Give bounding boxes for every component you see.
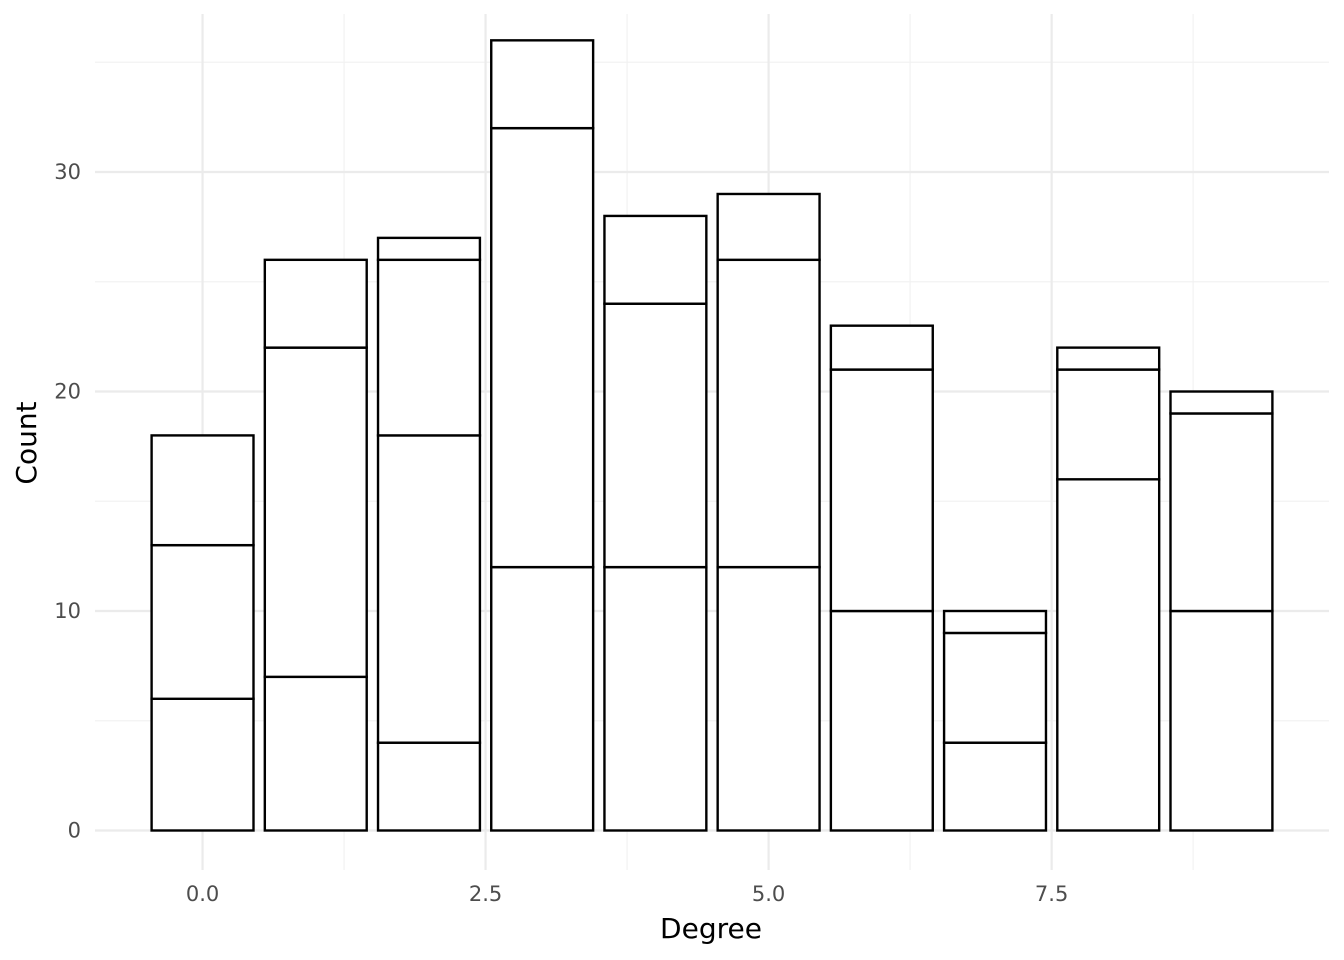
bar-segment bbox=[1056, 478, 1161, 832]
bar-segment bbox=[150, 697, 255, 832]
bar-segment bbox=[376, 258, 482, 437]
bar-stack bbox=[150, 434, 255, 832]
bar-segment bbox=[1169, 390, 1274, 415]
bar-segment bbox=[829, 324, 934, 371]
bar-stack bbox=[376, 236, 482, 832]
bar-segment bbox=[942, 631, 1048, 744]
bar-segment bbox=[942, 609, 1048, 635]
bar-segment bbox=[490, 565, 595, 832]
bar-segment bbox=[376, 236, 482, 262]
bar-segment bbox=[716, 192, 821, 262]
bar-segment bbox=[716, 258, 821, 569]
x-tick-label: 7.5 bbox=[1035, 882, 1068, 906]
y-axis-title: Count bbox=[10, 401, 43, 484]
bar-segment bbox=[150, 434, 255, 547]
bar-segment bbox=[1169, 412, 1274, 613]
y-tick-label: 0 bbox=[68, 818, 81, 842]
y-tick-label: 10 bbox=[54, 599, 81, 623]
bar-segment bbox=[1056, 346, 1161, 371]
bar-stack bbox=[603, 214, 708, 832]
y-tick-label: 20 bbox=[54, 380, 81, 404]
bar-segment bbox=[263, 258, 368, 349]
bar-segment bbox=[829, 609, 934, 832]
bar-segment bbox=[829, 368, 934, 613]
tick-labels: 0.0 2.5 5.0 7.5 0 10 20 30 bbox=[54, 160, 1068, 906]
bar-stack bbox=[716, 192, 821, 832]
bar-segment bbox=[490, 39, 595, 130]
bar-stack bbox=[490, 39, 595, 832]
x-tick-label: 2.5 bbox=[469, 882, 502, 906]
bar-stack bbox=[1169, 390, 1274, 832]
bar-segment bbox=[942, 741, 1048, 832]
bar-segment bbox=[603, 214, 708, 305]
bar-segment bbox=[150, 543, 255, 701]
bar-segment bbox=[1056, 368, 1161, 481]
bar-stack bbox=[263, 258, 368, 832]
bar-segment bbox=[716, 565, 821, 832]
x-tick-label: 5.0 bbox=[752, 882, 785, 906]
bar-segment bbox=[603, 565, 708, 832]
bar-segment bbox=[603, 302, 708, 569]
bar-stack bbox=[942, 609, 1048, 832]
bar-segment bbox=[1169, 609, 1274, 832]
y-tick-label: 30 bbox=[54, 160, 81, 184]
bar-stack bbox=[1056, 346, 1161, 832]
x-axis-title: Degree bbox=[660, 912, 762, 945]
bar-segment bbox=[263, 346, 368, 679]
x-tick-label: 0.0 bbox=[186, 882, 219, 906]
bar-stack bbox=[829, 324, 934, 832]
bar-segment bbox=[376, 434, 482, 744]
bar-segment bbox=[376, 741, 482, 832]
bar-segment bbox=[263, 675, 368, 832]
bar-segment bbox=[490, 126, 595, 569]
bars bbox=[150, 39, 1274, 832]
